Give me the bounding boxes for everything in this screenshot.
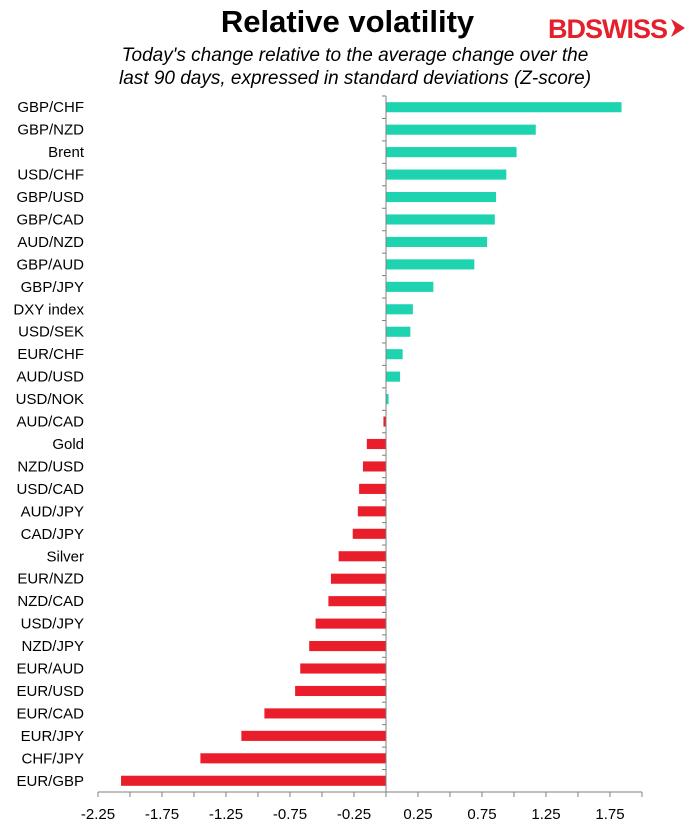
category-label: CHF/JPY [21, 750, 84, 767]
bar-silver [338, 551, 386, 562]
bar-nzd-cad [328, 596, 386, 607]
category-label: NZD/CAD [17, 593, 84, 610]
bar-usd-chf [386, 169, 507, 180]
category-label: GBP/CAD [16, 211, 84, 228]
bar-aud-jpy [357, 506, 386, 517]
bar-aud-nzd [386, 236, 488, 247]
category-label: USD/JPY [21, 616, 84, 633]
bar-cad-jpy [352, 528, 386, 539]
brand-logo: BDSWISS [548, 14, 687, 44]
category-label: USD/CHF [17, 167, 84, 184]
category-label: AUD/CAD [16, 414, 84, 431]
bar-aud-usd [386, 371, 401, 382]
bar-eur-chf [386, 349, 403, 360]
axes-layer [97, 95, 643, 797]
category-label: GBP/NZD [17, 122, 84, 139]
x-tick-label: -1.75 [145, 806, 179, 823]
category-label: EUR/JPY [21, 728, 84, 745]
x-tick-label: -0.25 [337, 806, 371, 823]
x-tick-label: 0.25 [403, 806, 432, 823]
x-tick-label: -0.75 [273, 806, 307, 823]
bar-gbp-jpy [386, 281, 434, 292]
category-label: Brent [48, 144, 85, 161]
bar-gbp-aud [386, 259, 475, 270]
category-label: EUR/NZD [17, 571, 84, 588]
category-label: NZD/JPY [21, 638, 84, 655]
subtitle-line-1: Today's change relative to the average c… [121, 45, 589, 66]
category-label: AUD/JPY [21, 503, 84, 520]
bar-gbp-nzd [386, 124, 536, 135]
bars-layer [121, 102, 622, 786]
category-labels-layer: GBP/CHF GBP/NZD Brent USD/CHF GBP/USD GBP/CAD… [13, 99, 84, 790]
bar-eur-cad [264, 708, 386, 719]
category-label: USD/CAD [16, 481, 84, 498]
bar-nzd-usd [362, 461, 386, 472]
bar-brent [386, 147, 517, 158]
bar-gold [366, 438, 386, 450]
category-label: GBP/AUD [16, 256, 84, 273]
bar-eur-gbp [121, 775, 386, 786]
x-tick-label: 1.75 [595, 806, 624, 823]
x-tick-label: 1.25 [531, 806, 560, 823]
bar-eur-usd [295, 685, 386, 697]
category-label: GBP/JPY [21, 279, 84, 296]
bar-usd-nok [386, 394, 389, 405]
bar-dxy-index [386, 304, 413, 315]
chart-subtitle: Today's change relative to the average c… [60, 44, 650, 90]
logo-text-swiss: SWISS [585, 14, 668, 44]
category-label: EUR/CHF [17, 346, 84, 363]
x-tick-label: 0.75 [467, 806, 496, 823]
category-label: CAD/JPY [21, 526, 84, 543]
bar-eur-aud [300, 663, 386, 674]
bar-nzd-jpy [309, 641, 386, 652]
bar-gbp-usd [386, 191, 497, 203]
bar-eur-jpy [241, 730, 386, 741]
category-label: EUR/GBP [16, 773, 84, 790]
category-label: USD/SEK [18, 324, 84, 341]
category-label: Silver [46, 548, 84, 565]
x-tick-labels-layer: -2.25 -1.75 -1.25 -0.75 -0.25 0.25 0.75 1.25 1.7… [81, 806, 625, 823]
logo-arrow-icon [671, 19, 686, 37]
category-label: AUD/USD [16, 369, 84, 386]
category-label: EUR/USD [16, 683, 84, 700]
bar-usd-cad [359, 483, 386, 494]
subtitle-line-2: last 90 days, expressed in standard devi… [118, 68, 592, 89]
category-label: DXY index [13, 301, 84, 318]
category-label: EUR/CAD [16, 705, 84, 722]
x-tick-label: -1.25 [209, 806, 243, 823]
bar-aud-cad [383, 416, 386, 427]
bar-usd-jpy [315, 618, 386, 629]
category-label: NZD/USD [17, 458, 84, 475]
bar-chf-jpy [200, 753, 386, 764]
category-label: USD/NOK [16, 391, 84, 408]
category-label: GBP/USD [16, 189, 84, 206]
bar-eur-nzd [330, 573, 386, 584]
bar-gbp-cad [386, 214, 495, 225]
category-label: Gold [52, 436, 84, 453]
category-label: GBP/CHF [17, 99, 84, 116]
bar-gbp-chf [386, 102, 622, 113]
logo-text-bd: BD [548, 14, 586, 44]
chart-title: Relative volatility [220, 4, 475, 39]
category-label: AUD/NZD [17, 234, 84, 251]
category-label: EUR/AUD [16, 661, 84, 678]
x-tick-label: -2.25 [81, 806, 115, 823]
bar-usd-sek [386, 326, 411, 337]
